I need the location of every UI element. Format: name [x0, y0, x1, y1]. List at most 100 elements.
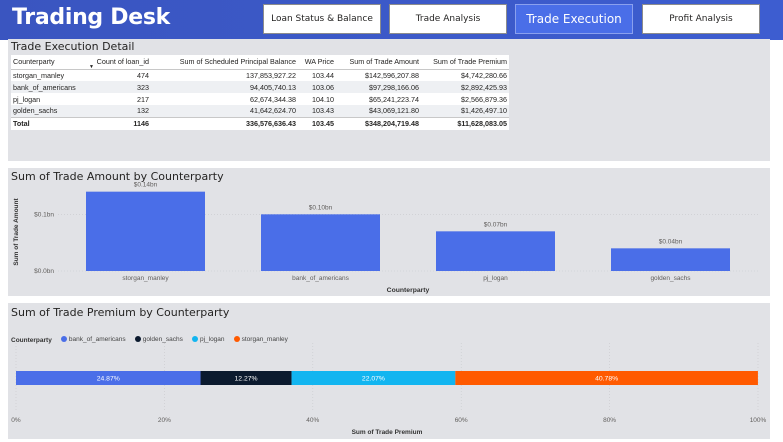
x-tick-label: 20%	[158, 417, 171, 424]
legend-dot	[233, 336, 240, 342]
column-header-wa-price[interactable]: WA Price	[298, 55, 336, 70]
cell-trade-premium: $2,892,425.93	[421, 81, 509, 93]
table-row[interactable]: storgan_manley 474 137,853,927.22 103.44…	[11, 69, 509, 81]
y-axis-title: Sum of Trade Amount	[13, 198, 20, 266]
segment-storgan_manley[interactable]	[455, 371, 758, 385]
nav-profit-analysis-button[interactable]: Profit Analysis	[642, 4, 760, 34]
chart-legend: Counterparty bank_of_americans golden_sa…	[11, 327, 292, 346]
segment-data-label: 12.27%	[235, 376, 258, 383]
legend-dot	[60, 336, 67, 342]
nav-trade-analysis-button[interactable]: Trade Analysis	[389, 4, 507, 34]
bar-pj_logan[interactable]	[436, 231, 555, 271]
trade-premium-chart-panel: Sum of Trade Premium by Counterparty Cou…	[8, 303, 770, 439]
legend-dot	[191, 336, 198, 342]
legend-title: Counterparty	[11, 337, 52, 344]
cell-wa-price: 103.06	[298, 81, 336, 93]
total-wa-price: 103.45	[298, 116, 336, 130]
bar-bank_of_americans[interactable]	[261, 214, 380, 271]
x-tick-label: 40%	[306, 417, 319, 424]
column-header-trade-premium[interactable]: Sum of Trade Premium	[421, 55, 509, 70]
x-tick-label: bank_of_americans	[292, 275, 349, 282]
segment-bank_of_americans[interactable]	[16, 371, 201, 385]
segment-golden_sachs[interactable]	[200, 371, 292, 385]
x-tick-label: 60%	[455, 417, 468, 424]
cell-counterparty: bank_of_americans	[11, 81, 86, 93]
cell-counterparty: pj_logan	[13, 94, 41, 104]
total-label: Total	[11, 116, 86, 130]
sort-descending-icon: ▼	[89, 64, 94, 70]
x-tick-label: storgan_manley	[122, 275, 169, 282]
cell-trade-premium: $1,426,497.10	[421, 105, 509, 117]
x-axis-title: Counterparty	[387, 287, 430, 294]
cell-principal: 94,405,740.13	[151, 81, 298, 93]
chart-title: Sum of Trade Premium by Counterparty	[11, 306, 230, 319]
header-bar: Trading Desk Loan Status & Balance Trade…	[0, 0, 783, 40]
total-principal: 336,576,636.43	[151, 116, 298, 130]
segment-data-label: 22.07%	[362, 376, 385, 383]
bar-data-label: $0.10bn	[309, 204, 333, 211]
legend-label: pj_logan	[199, 335, 225, 343]
x-tick-label: 100%	[750, 417, 767, 424]
total-count: 1146	[86, 116, 151, 130]
trade-execution-detail-panel: Trade Execution Detail Counterparty Coun…	[8, 39, 770, 161]
column-header-count-label: Count of loan_id	[96, 57, 149, 66]
nav-trade-execution-button[interactable]: Trade Execution	[515, 4, 633, 34]
bar-storgan_manley[interactable]	[86, 191, 205, 271]
app-title: Trading Desk	[12, 5, 170, 30]
legend-dot	[134, 336, 141, 342]
trade-execution-table: Counterparty Count of loan_id ▼ Sum of Sc…	[11, 55, 509, 130]
table-title: Trade Execution Detail	[11, 40, 135, 53]
cell-count: 217	[137, 94, 149, 104]
legend-item-golden-sachs[interactable]: golden_sachs	[134, 335, 183, 343]
y-tick-label: $0.1bn	[34, 211, 54, 218]
cell-count: 474	[137, 70, 149, 80]
trade-amount-chart-panel: Sum of Trade Amount by Counterparty $0.0…	[8, 168, 770, 296]
table-row[interactable]: pj_logan 217 62,674,344.38 104.10 $65,24…	[11, 93, 509, 105]
legend-item-storgan-manley[interactable]: storgan_manley	[233, 335, 288, 343]
y-tick-label: $0.0bn	[34, 268, 54, 275]
legend-label: storgan_manley	[241, 335, 288, 343]
cell-counterparty: golden_sachs	[11, 105, 86, 117]
cell-count: 323	[86, 81, 151, 93]
cell-principal: 137,853,927.22	[246, 70, 296, 80]
bar-data-label: $0.14bn	[134, 182, 158, 189]
segment-data-label: 24.87%	[97, 376, 120, 383]
cell-trade-premium: $4,742,280.66	[461, 70, 507, 80]
x-tick-label: 0%	[11, 417, 21, 424]
trade-amount-bar-chart: $0.0bn $0.1bn $0.14bn storgan_manley $0.10bn…	[13, 182, 758, 294]
table-header-row: Counterparty Count of loan_id ▼ Sum of Sc…	[11, 55, 509, 70]
nav-loan-status-button[interactable]: Loan Status & Balance	[263, 4, 381, 34]
segment-pj_logan[interactable]	[291, 371, 456, 385]
chart-title: Sum of Trade Amount by Counterparty	[11, 170, 224, 183]
bar-data-label: $0.04bn	[659, 238, 683, 245]
cell-trade-amount: $43,069,121.80	[336, 105, 421, 117]
total-trade-premium: $11,628,083.05	[421, 116, 509, 130]
trade-premium-stacked-bar-chart: 0% 20% 40% 60% 80% 100% 24.87% 12.27% 22.07% 40.7…	[11, 343, 767, 436]
table-row[interactable]: bank_of_americans 323 94,405,740.13 103.…	[11, 81, 509, 93]
table-row[interactable]: golden_sachs 132 41,642,624.70 103.43 $4…	[11, 105, 509, 117]
x-tick-label: pj_logan	[483, 275, 508, 282]
cell-trade-premium: $2,566,879.36	[461, 94, 507, 104]
cell-trade-amount: $65,241,223.74	[369, 94, 419, 104]
x-axis-title: Sum of Trade Premium	[352, 429, 423, 436]
column-header-principal[interactable]: Sum of Scheduled Principal Balance	[151, 55, 298, 70]
total-trade-amount: $348,204,719.48	[336, 116, 421, 130]
segment-data-label: 40.78%	[595, 376, 618, 383]
cell-principal: 62,674,344.38	[250, 94, 296, 104]
x-tick-label: golden_sachs	[650, 275, 691, 282]
legend-label: golden_sachs	[142, 335, 183, 343]
cell-count: 132	[86, 105, 151, 117]
legend-item-pj-logan[interactable]: pj_logan	[191, 335, 225, 343]
cell-trade-amount: $97,298,166.06	[336, 81, 421, 93]
bar-golden_sachs[interactable]	[611, 248, 730, 271]
cell-trade-amount: $142,596,207.88	[365, 70, 419, 80]
column-header-counterparty[interactable]: Counterparty	[11, 55, 86, 70]
column-header-count[interactable]: Count of loan_id ▼	[86, 55, 151, 70]
column-header-trade-amount[interactable]: Sum of Trade Amount	[336, 55, 421, 70]
cell-wa-price: 104.10	[312, 94, 334, 104]
cell-counterparty: storgan_manley	[13, 70, 65, 80]
x-tick-label: 80%	[603, 417, 616, 424]
cell-wa-price: 103.44	[312, 70, 334, 80]
legend-item-bank-of-americans[interactable]: bank_of_americans	[60, 336, 126, 343]
cell-wa-price: 103.43	[298, 105, 336, 117]
